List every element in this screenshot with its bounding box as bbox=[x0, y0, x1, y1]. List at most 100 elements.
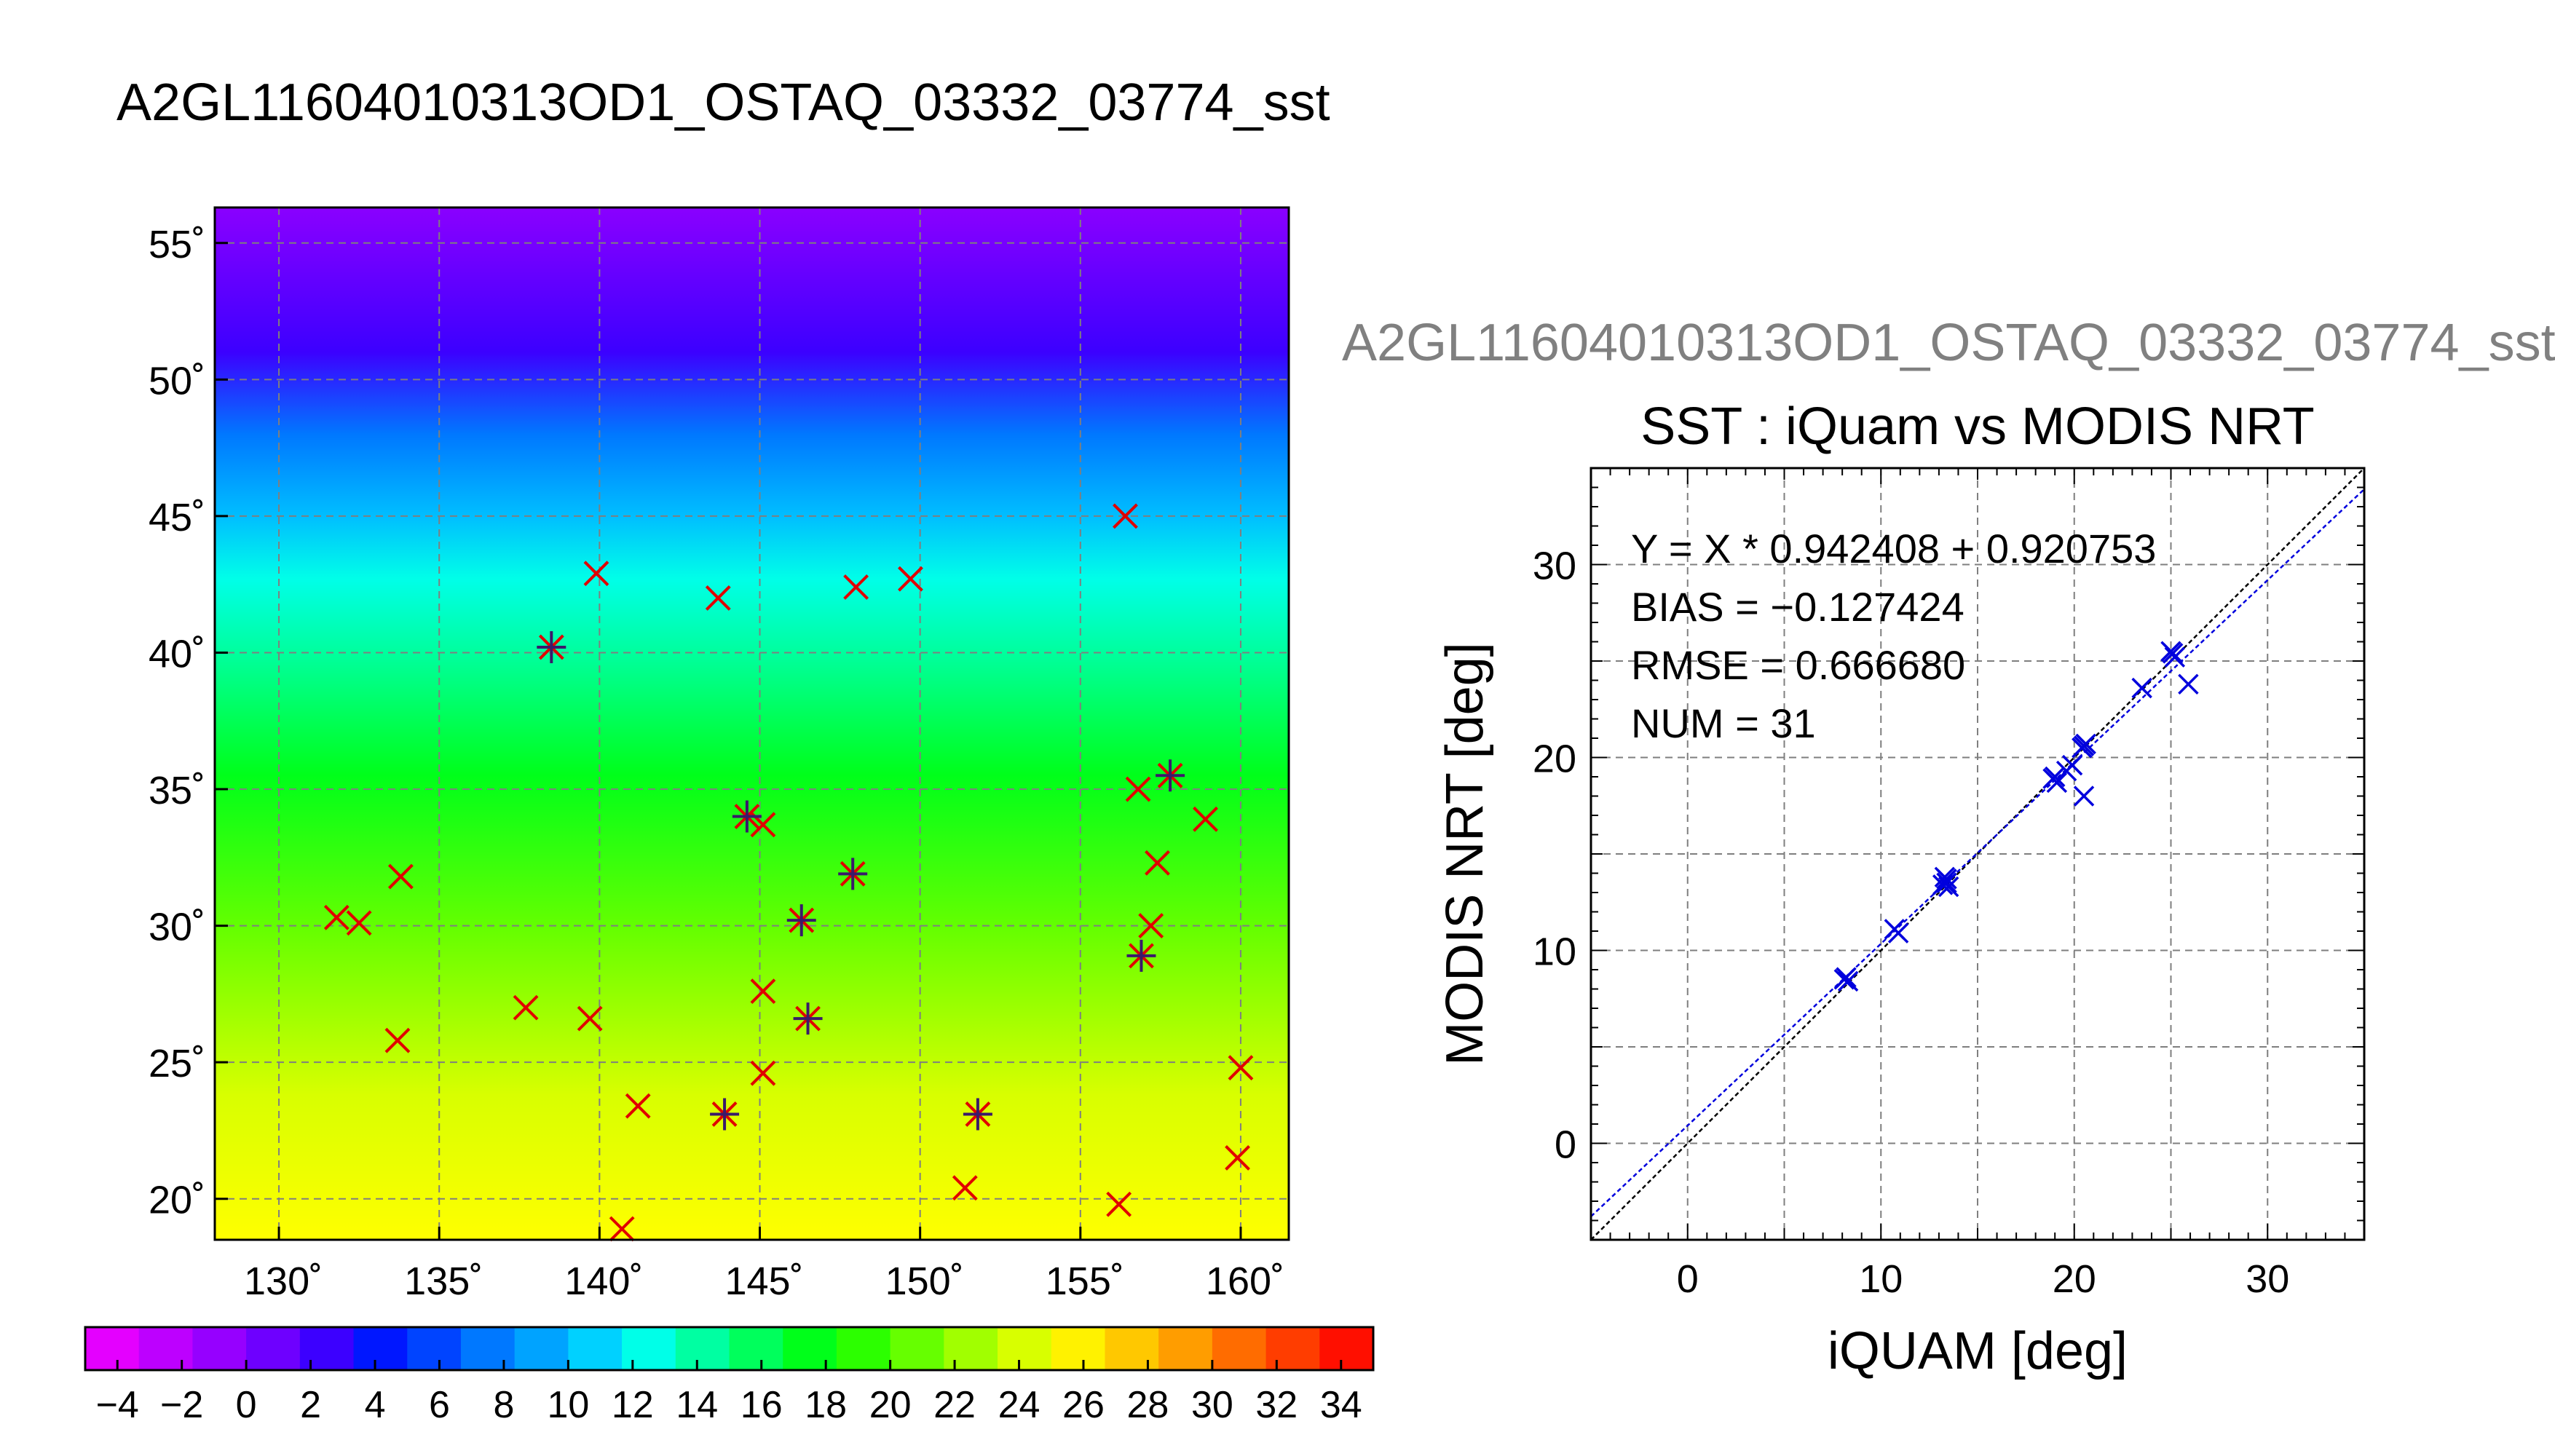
scatter-point bbox=[2164, 646, 2186, 668]
colorbar-tick-label: 24 bbox=[998, 1384, 1040, 1426]
map-marker-red bbox=[1193, 806, 1218, 832]
scatter-grid bbox=[1591, 468, 2364, 1240]
scatter-points bbox=[1833, 641, 2199, 992]
colorbar-tick-label: −4 bbox=[96, 1384, 139, 1426]
colorbar: −4 −2 0 2 4 6 8 10 12 14 16 18 20 22 24 26 28 30 32 34 bbox=[84, 1326, 1375, 1426]
map-x-tick-label: 135˚ bbox=[404, 1259, 483, 1303]
colorbar-tick-label: 2 bbox=[300, 1384, 321, 1426]
colorbar-tick-label: 0 bbox=[236, 1384, 257, 1426]
scatter-y-tick-label: 10 bbox=[1533, 930, 1576, 974]
map-marker-red bbox=[898, 566, 923, 592]
scatter-point bbox=[1934, 866, 1956, 888]
colorbar-swatch bbox=[514, 1327, 569, 1370]
colorbar-swatch bbox=[407, 1327, 462, 1370]
map-marker-red bbox=[952, 1175, 978, 1201]
scatter-point bbox=[2046, 772, 2068, 794]
scatter-point bbox=[2073, 735, 2095, 756]
map-y-tick-label: 20˚ bbox=[149, 1179, 205, 1222]
scatter-stat-line: Y = X * 0.942408 + 0.920753 bbox=[1631, 526, 2156, 571]
scatter-point bbox=[1887, 922, 1909, 943]
map-marker-red bbox=[609, 1216, 635, 1242]
map-y-tick-label: 50˚ bbox=[149, 359, 205, 403]
colorbar-swatch bbox=[890, 1327, 944, 1370]
colorbar-swatch bbox=[299, 1327, 355, 1370]
scatter-point bbox=[1932, 874, 1954, 895]
scatter-point bbox=[2131, 677, 2152, 699]
map-marker-red bbox=[843, 574, 869, 600]
scatter-x-tick-label: 10 bbox=[1859, 1257, 1903, 1301]
colorbar-swatch bbox=[85, 1327, 140, 1370]
map-marker-red bbox=[750, 978, 776, 1005]
map-y-tick-label: 40˚ bbox=[149, 632, 205, 676]
scatter-point bbox=[2044, 766, 2066, 788]
map-marker-red bbox=[387, 863, 414, 890]
colorbar-tick-label: 8 bbox=[493, 1384, 514, 1426]
colorbar-tick-label: 4 bbox=[365, 1384, 386, 1426]
map-marker-iquam bbox=[963, 1098, 992, 1131]
map-x-tick-label: 130˚ bbox=[244, 1259, 323, 1303]
colorbar-swatch bbox=[1212, 1327, 1267, 1370]
map-marker-iquam bbox=[732, 800, 762, 833]
map-y-tick-label: 25˚ bbox=[149, 1042, 205, 1085]
colorbar-tick-label: 10 bbox=[547, 1384, 589, 1426]
colorbar-tick-label: 16 bbox=[741, 1384, 783, 1426]
colorbar-swatch bbox=[1319, 1327, 1374, 1370]
map-y-tick-label: 30˚ bbox=[149, 906, 205, 949]
colorbar-tick-label: 12 bbox=[612, 1384, 654, 1426]
map-marker-red bbox=[1225, 1145, 1250, 1171]
scatter-point bbox=[2162, 643, 2184, 664]
map-marker-red bbox=[323, 904, 350, 930]
map-marker-iquam bbox=[838, 858, 868, 890]
colorbar-tick-label: 32 bbox=[1255, 1384, 1298, 1426]
colorbar-swatch bbox=[1051, 1327, 1106, 1370]
scatter-y-tick-label: 20 bbox=[1533, 737, 1576, 781]
scatter-point bbox=[2073, 786, 2095, 807]
map-markers bbox=[323, 503, 1254, 1242]
colorbar-tick-label: 30 bbox=[1191, 1384, 1233, 1426]
colorbar-swatch bbox=[729, 1327, 783, 1370]
colorbar-tick-label: 26 bbox=[1062, 1384, 1105, 1426]
map-marker-iquam bbox=[793, 1002, 823, 1035]
colorbar-swatch bbox=[998, 1327, 1052, 1370]
map-y-tick-label: 35˚ bbox=[149, 769, 205, 812]
scatter-x-tick-label: 30 bbox=[2246, 1257, 2289, 1301]
colorbar-swatch bbox=[460, 1327, 516, 1370]
colorbar-tick-label: 34 bbox=[1320, 1384, 1362, 1426]
map-x-tick-label: 160˚ bbox=[1206, 1259, 1284, 1303]
colorbar-swatch bbox=[353, 1327, 408, 1370]
page-title: A2GL11604010313OD1_OSTAQ_03332_03774_sst bbox=[117, 74, 1330, 132]
scatter-point bbox=[1837, 970, 1859, 992]
colorbar-swatch bbox=[783, 1327, 837, 1370]
colorbar-tick-label: 14 bbox=[676, 1384, 718, 1426]
map-marker-red bbox=[1145, 850, 1170, 876]
scatter-y-tick-label: 30 bbox=[1533, 545, 1576, 588]
scatter-x-axis-label: iQUAM [deg] bbox=[1828, 1322, 2128, 1380]
colorbar-tick-label: −2 bbox=[160, 1384, 203, 1426]
map-y-tick-label: 55˚ bbox=[149, 223, 205, 266]
map-marker-red bbox=[1138, 913, 1164, 939]
map-marker-red bbox=[625, 1093, 651, 1119]
colorbar-tick-label: 6 bbox=[429, 1384, 450, 1426]
map-marker-red bbox=[1228, 1055, 1254, 1081]
scatter-point bbox=[2178, 673, 2199, 695]
fit-line bbox=[1591, 488, 2364, 1217]
scatter-point bbox=[2061, 754, 2083, 776]
colorbar-swatch bbox=[568, 1327, 623, 1370]
colorbar-swatch bbox=[1105, 1327, 1159, 1370]
colorbar-swatch bbox=[675, 1327, 730, 1370]
colorbar-swatch bbox=[1158, 1327, 1213, 1370]
colorbar-swatch bbox=[138, 1327, 194, 1370]
scatter-lines bbox=[1591, 468, 2364, 1240]
map-marker-red bbox=[750, 1060, 776, 1086]
colorbar-tick-label: 20 bbox=[869, 1384, 912, 1426]
map-marker-red bbox=[384, 1027, 411, 1053]
scatter-point bbox=[1936, 872, 1957, 893]
map-marker-red bbox=[583, 561, 609, 587]
colorbar-swatch bbox=[1265, 1327, 1320, 1370]
scatter-y-tick-label: 0 bbox=[1555, 1123, 1576, 1167]
map-marker-red bbox=[346, 910, 372, 936]
map-y-tick-label: 45˚ bbox=[149, 496, 205, 539]
colorbar-frame bbox=[84, 1326, 1375, 1372]
map-marker-red bbox=[1113, 503, 1138, 529]
